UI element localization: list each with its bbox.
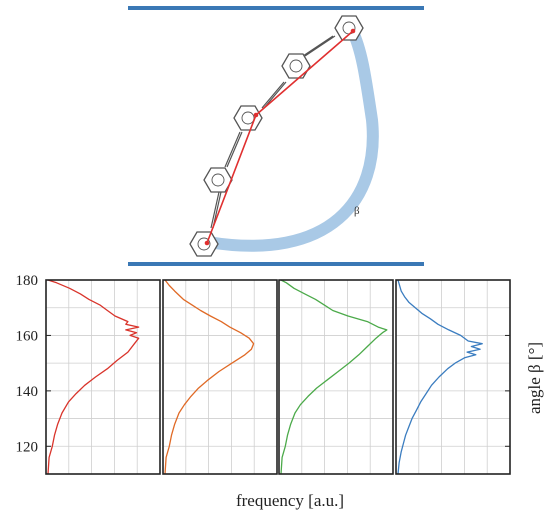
- y-axis-label: angle β [°]: [525, 342, 544, 414]
- x-axis-label: frequency [a.u.]: [236, 491, 344, 510]
- panel-frame: [395, 279, 511, 475]
- y-tick-label: 180: [16, 273, 39, 289]
- y-tick-label: 140: [16, 384, 39, 400]
- ring-5: [334, 15, 364, 41]
- angle-arc: [202, 24, 379, 252]
- series-line: [280, 279, 388, 475]
- panel-4: [395, 279, 511, 475]
- chain-node-3: [350, 28, 356, 34]
- panel-frame: [45, 279, 161, 475]
- ring-2: [203, 167, 233, 193]
- beta-label: β: [354, 205, 360, 217]
- y-tick-label: 160: [16, 328, 39, 344]
- panel-frame: [162, 279, 278, 475]
- benzene-rings: [189, 15, 364, 257]
- series-line: [164, 279, 255, 475]
- ring-3: [233, 105, 263, 131]
- series-line: [47, 279, 140, 475]
- ring-1: [189, 231, 219, 257]
- molecule-diagram: β: [128, 6, 424, 266]
- chain-node-2: [253, 112, 259, 118]
- y-tick-labels: 120 140 160 180: [16, 273, 39, 455]
- y-tick-label: 120: [16, 439, 39, 455]
- chain-node-1: [204, 240, 210, 246]
- ring-4: [281, 53, 311, 79]
- distribution-panels: [45, 279, 511, 475]
- backbone-chain: [206, 30, 354, 244]
- alkyne-linkers: [210, 35, 336, 229]
- panel-2: [162, 279, 278, 475]
- series-line: [397, 279, 483, 475]
- panel-1: [45, 279, 161, 475]
- panel-frame: [278, 279, 394, 475]
- panel-3: [278, 279, 394, 475]
